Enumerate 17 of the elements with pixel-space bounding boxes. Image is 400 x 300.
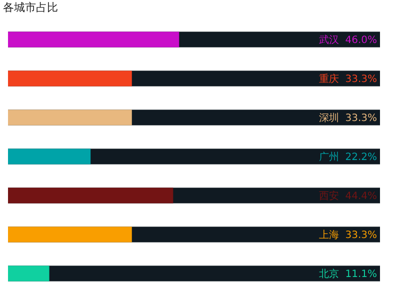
data-label: 46.0%	[345, 35, 377, 46]
y-tick-label: 武汉	[318, 35, 339, 46]
data-label: 33.3%	[345, 113, 377, 124]
y-tick-label: 广州	[318, 152, 339, 163]
y-tick-label: 重庆	[318, 74, 339, 85]
chart-title: 各城市占比	[3, 1, 58, 14]
y-tick-label: 上海	[318, 230, 339, 241]
data-label: 44.4%	[345, 191, 377, 202]
bar	[8, 266, 50, 282]
y-tick-label: 北京	[318, 269, 339, 280]
data-label: 33.3%	[345, 74, 377, 85]
data-label: 33.3%	[345, 230, 377, 241]
y-tick-label: 西安	[318, 191, 339, 202]
bar	[8, 148, 91, 164]
data-label: 11.1%	[345, 269, 377, 280]
data-label: 22.2%	[345, 152, 377, 163]
y-tick-label: 深圳	[318, 113, 339, 124]
